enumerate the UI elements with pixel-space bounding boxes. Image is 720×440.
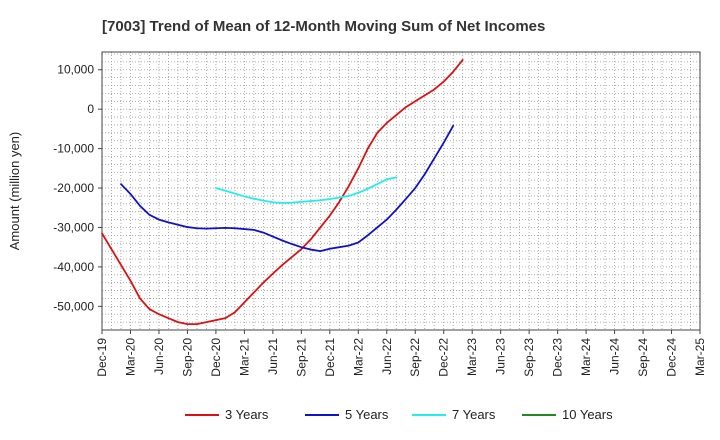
legend-label: 10 Years bbox=[562, 407, 613, 422]
x-tick-label: Jun-22 bbox=[380, 338, 394, 375]
x-tick-label: Dec-24 bbox=[665, 338, 679, 377]
y-tick-label: -50,000 bbox=[53, 299, 94, 313]
x-tick-label: Sep-23 bbox=[522, 338, 536, 377]
x-tick-label: Jun-21 bbox=[266, 338, 280, 375]
legend-label: 3 Years bbox=[225, 407, 269, 422]
x-tick-label: Jun-20 bbox=[152, 338, 166, 375]
legend: 3 Years 5 Years 7 Years 10 Years bbox=[185, 407, 613, 422]
series-line-3-years bbox=[101, 58, 464, 325]
plot-area: 10,000 0 -10,000 -20,000 -30,000 -40,000 -50,0… bbox=[53, 51, 707, 377]
series-line-7-years bbox=[215, 176, 398, 204]
plot-frame bbox=[101, 51, 701, 331]
x-tick-label: Sep-24 bbox=[636, 338, 650, 377]
x-tick-label: Dec-21 bbox=[323, 338, 337, 377]
x-tick-label: Jun-24 bbox=[608, 338, 622, 375]
x-tick-label: Mar-21 bbox=[237, 338, 251, 376]
plot-background bbox=[102, 52, 700, 330]
y-tick-label: -10,000 bbox=[53, 142, 94, 156]
series-line-5-years bbox=[120, 124, 455, 253]
x-tick-label: Sep-21 bbox=[294, 338, 308, 377]
y-tick-label: 10,000 bbox=[57, 63, 94, 77]
chart-title: [7003] Trend of Mean of 12-Month Moving … bbox=[102, 18, 545, 35]
legend-label: 5 Years bbox=[345, 407, 389, 422]
x-tick-label: Mar-24 bbox=[579, 338, 593, 376]
x-tick-label: Jun-23 bbox=[494, 338, 508, 375]
x-tick-label: Sep-22 bbox=[408, 338, 422, 377]
x-tick-label: Dec-23 bbox=[551, 338, 565, 377]
x-tick-label: Mar-20 bbox=[123, 338, 137, 376]
x-tick-label: Sep-20 bbox=[180, 338, 194, 377]
x-tick-label: Dec-19 bbox=[95, 338, 109, 377]
x-tick-label: Dec-22 bbox=[437, 338, 451, 377]
legend-label: 7 Years bbox=[452, 407, 496, 422]
y-tick-label: -30,000 bbox=[53, 220, 94, 234]
y-axis-label: Amount (million yen) bbox=[7, 132, 22, 251]
x-tick-label: Mar-25 bbox=[693, 338, 707, 376]
y-tick-label: -40,000 bbox=[53, 260, 94, 274]
y-tick-label: 0 bbox=[87, 102, 94, 116]
x-tick-label: Mar-22 bbox=[351, 338, 365, 376]
y-tick-label: -20,000 bbox=[53, 181, 94, 195]
x-tick-label: Mar-23 bbox=[465, 338, 479, 376]
x-tick-label: Dec-20 bbox=[209, 338, 223, 377]
